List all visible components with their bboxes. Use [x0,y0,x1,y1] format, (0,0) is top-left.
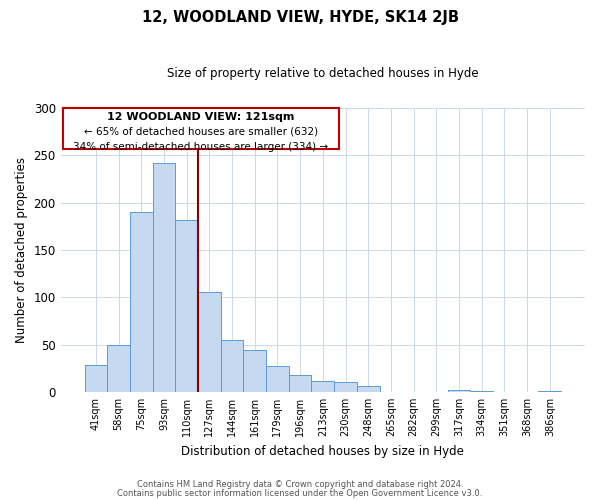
Text: 12, WOODLAND VIEW, HYDE, SK14 2JB: 12, WOODLAND VIEW, HYDE, SK14 2JB [142,10,458,25]
Text: Contains public sector information licensed under the Open Government Licence v3: Contains public sector information licen… [118,488,482,498]
Bar [221,340,244,392]
Text: Contains HM Land Registry data © Crown copyright and database right 2024.: Contains HM Land Registry data © Crown c… [137,480,463,489]
Bar [334,382,357,392]
Y-axis label: Number of detached properties: Number of detached properties [15,157,28,343]
Bar [289,375,311,392]
Bar [448,390,470,392]
Bar [107,344,130,392]
Bar [266,366,289,392]
X-axis label: Distribution of detached houses by size in Hyde: Distribution of detached houses by size … [181,444,464,458]
Bar [244,350,266,392]
Bar [175,220,198,392]
Title: Size of property relative to detached houses in Hyde: Size of property relative to detached ho… [167,68,479,80]
Bar [152,163,175,392]
Bar [85,366,107,392]
Bar [311,380,334,392]
Bar [198,292,221,392]
Bar [538,391,561,392]
Bar [357,386,380,392]
Bar [130,212,152,392]
Bar [470,391,493,392]
